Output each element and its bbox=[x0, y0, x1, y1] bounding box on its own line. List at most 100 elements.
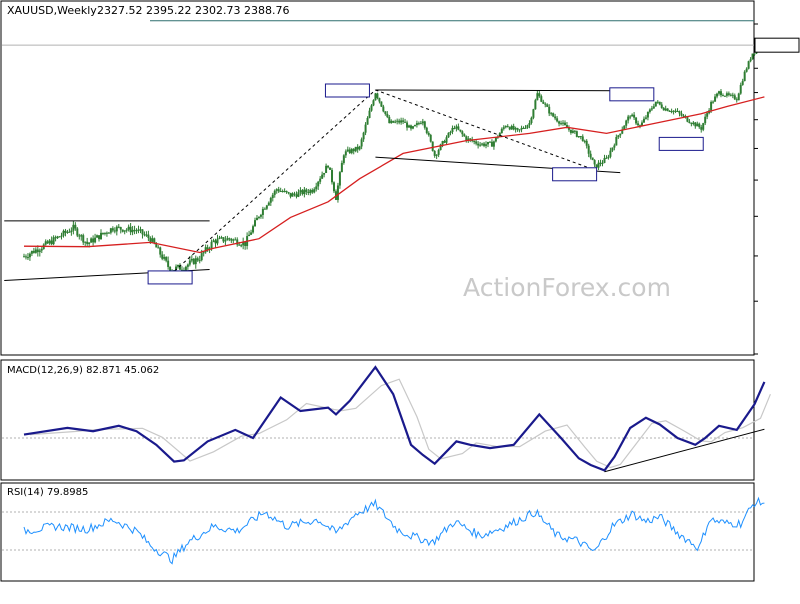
candle-body bbox=[111, 228, 114, 231]
candle-body bbox=[587, 145, 590, 154]
candle-body bbox=[232, 239, 235, 241]
candle-body bbox=[413, 125, 416, 127]
candle-body bbox=[563, 122, 566, 126]
candle-body bbox=[281, 191, 284, 193]
candle-body bbox=[139, 229, 142, 231]
candle-body bbox=[336, 185, 339, 200]
candle-body bbox=[157, 247, 160, 249]
candle-body bbox=[441, 141, 444, 145]
candle-body bbox=[167, 260, 170, 267]
candle-body bbox=[299, 190, 302, 193]
candle-body bbox=[100, 232, 103, 240]
candle-body bbox=[184, 266, 187, 271]
candle-body bbox=[716, 93, 719, 97]
candle-body bbox=[24, 256, 27, 258]
candle-body bbox=[725, 93, 728, 96]
candle-body bbox=[155, 243, 158, 248]
price-annotation-box bbox=[324, 83, 370, 98]
candle-body bbox=[384, 111, 387, 114]
candle-body bbox=[579, 136, 582, 138]
candle-body bbox=[514, 128, 517, 130]
candle-body bbox=[429, 134, 432, 142]
candle-body bbox=[400, 120, 403, 123]
candle-body bbox=[88, 242, 91, 244]
candle-body bbox=[386, 113, 389, 117]
candle-body bbox=[577, 136, 580, 138]
candle-body bbox=[255, 217, 258, 221]
candle-body bbox=[747, 61, 750, 69]
symbol-label: XAUUSD,Weekly bbox=[7, 4, 97, 17]
candle-body bbox=[658, 101, 661, 105]
candle-body bbox=[279, 191, 282, 193]
candle-body bbox=[745, 68, 748, 72]
candle-body bbox=[378, 97, 381, 102]
main-panel-frame bbox=[0, 0, 755, 356]
candle-body bbox=[319, 178, 322, 182]
candle-body bbox=[447, 132, 450, 138]
candle-body bbox=[544, 103, 547, 105]
candle-body bbox=[601, 162, 604, 164]
candle-body bbox=[621, 129, 624, 134]
candle-body bbox=[640, 122, 643, 126]
candle-body bbox=[542, 101, 545, 104]
candle-body bbox=[729, 94, 732, 96]
candle-body bbox=[467, 138, 470, 141]
rsi-panel-frame bbox=[0, 482, 755, 582]
candle-body bbox=[356, 146, 359, 150]
price-annotation-box bbox=[658, 136, 704, 151]
candle-body bbox=[739, 84, 742, 94]
candle-body bbox=[637, 123, 640, 126]
candle-body bbox=[58, 236, 61, 238]
candle-body bbox=[269, 198, 272, 203]
candle-body bbox=[562, 122, 565, 124]
candle-body bbox=[362, 132, 365, 140]
candle-body bbox=[131, 229, 134, 233]
candle-body bbox=[293, 193, 296, 195]
candle-body bbox=[546, 104, 549, 107]
candle-body bbox=[252, 226, 255, 233]
candle-body bbox=[682, 115, 685, 117]
candle-body bbox=[500, 128, 503, 133]
candle-body bbox=[149, 237, 152, 242]
candle-body bbox=[672, 110, 675, 112]
candle-body bbox=[402, 120, 405, 122]
candle-body bbox=[242, 241, 245, 246]
candle-body bbox=[178, 265, 181, 270]
candle-body bbox=[524, 127, 527, 129]
candle-body bbox=[589, 153, 592, 158]
candle-body bbox=[86, 241, 89, 244]
candle-body bbox=[129, 226, 132, 233]
candle-body bbox=[358, 146, 361, 150]
candle-body bbox=[648, 109, 651, 112]
candle-body bbox=[654, 101, 657, 107]
candle-body bbox=[692, 122, 695, 124]
macd-title: MACD(12,26,9) 82.871 45.062 bbox=[7, 365, 159, 376]
candle-body bbox=[317, 181, 320, 187]
candle-body bbox=[753, 53, 756, 55]
candle-body bbox=[633, 114, 636, 118]
candle-body bbox=[457, 126, 460, 130]
candle-body bbox=[409, 125, 412, 129]
candle-body bbox=[719, 91, 722, 96]
candle-body bbox=[449, 131, 452, 133]
candle-body bbox=[133, 229, 136, 231]
candle-body bbox=[538, 93, 541, 97]
trend-line bbox=[169, 89, 376, 276]
candle-body bbox=[540, 96, 543, 102]
candle-body bbox=[40, 248, 43, 251]
candle-body bbox=[348, 149, 351, 153]
candle-body bbox=[411, 126, 414, 129]
candle-body bbox=[593, 160, 596, 165]
candle-body bbox=[674, 110, 677, 112]
candle-body bbox=[26, 257, 29, 259]
candle-body bbox=[700, 127, 703, 130]
candle-body bbox=[44, 241, 47, 245]
candle-body bbox=[536, 93, 539, 101]
candle-body bbox=[603, 158, 606, 163]
candle-body bbox=[639, 125, 642, 127]
candle-body bbox=[473, 141, 476, 143]
candle-body bbox=[629, 116, 632, 118]
candle-body bbox=[404, 121, 407, 123]
candle-body bbox=[481, 143, 484, 145]
price-annotation-box bbox=[147, 270, 193, 285]
